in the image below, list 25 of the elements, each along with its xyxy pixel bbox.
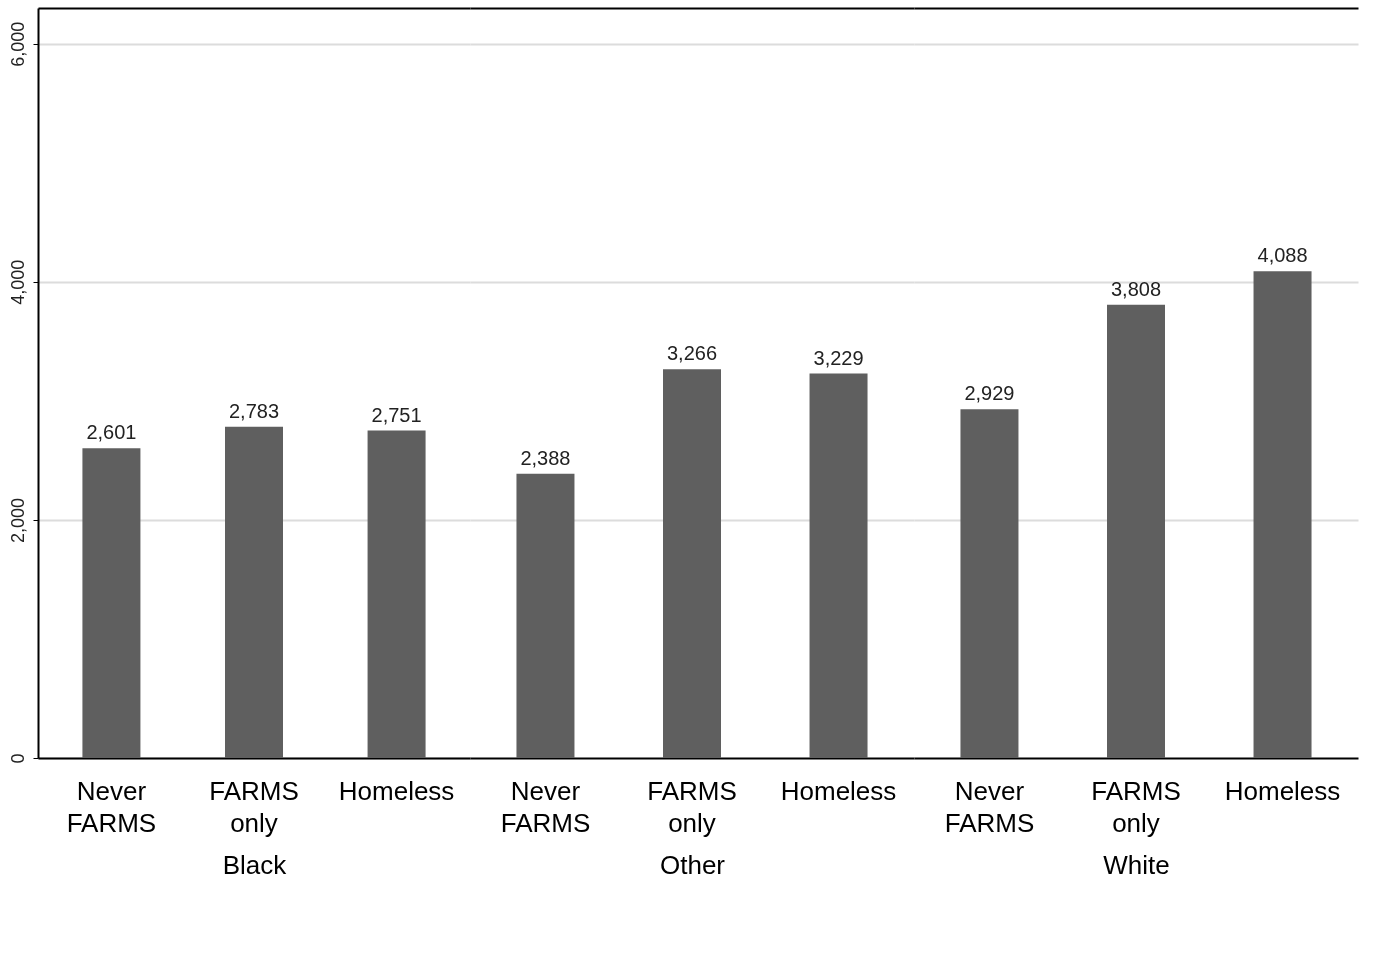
x-axis-title: Other — [659, 849, 726, 880]
x-axis-title: White — [1103, 849, 1170, 880]
data-label: 2,783 — [228, 399, 280, 422]
x-tick-label: FARMS only — [1091, 775, 1181, 838]
x-tick-label: Never FARMS — [66, 775, 157, 838]
x-tick-label: FARMS only — [647, 775, 737, 838]
x-axis-title: Black — [222, 849, 288, 880]
data-label: 4,088 — [1257, 244, 1308, 267]
data-label: 2,751 — [371, 403, 422, 426]
data-label: 2,601 — [86, 421, 137, 444]
data-label: 3,229 — [813, 346, 864, 369]
x-tick-label: Never FARMS — [500, 775, 591, 838]
data-label: 3,808 — [1110, 277, 1162, 300]
data-label: 2,929 — [964, 382, 1015, 405]
x-tick-label: Homeless — [1224, 775, 1341, 806]
y-tick-label: 2,000 — [7, 497, 28, 543]
x-tick-label: Homeless — [338, 775, 455, 806]
x-tick-label: FARMS only — [209, 775, 299, 838]
y-tick-label: 6,000 — [7, 21, 28, 67]
data-label: 2,388 — [520, 446, 571, 469]
y-tick-label: 4,000 — [7, 259, 28, 305]
x-tick-label: Never FARMS — [944, 775, 1035, 838]
y-tick-label: 0 — [7, 753, 28, 764]
x-tick-label: Homeless — [780, 775, 897, 806]
data-label: 3,266 — [666, 342, 718, 365]
